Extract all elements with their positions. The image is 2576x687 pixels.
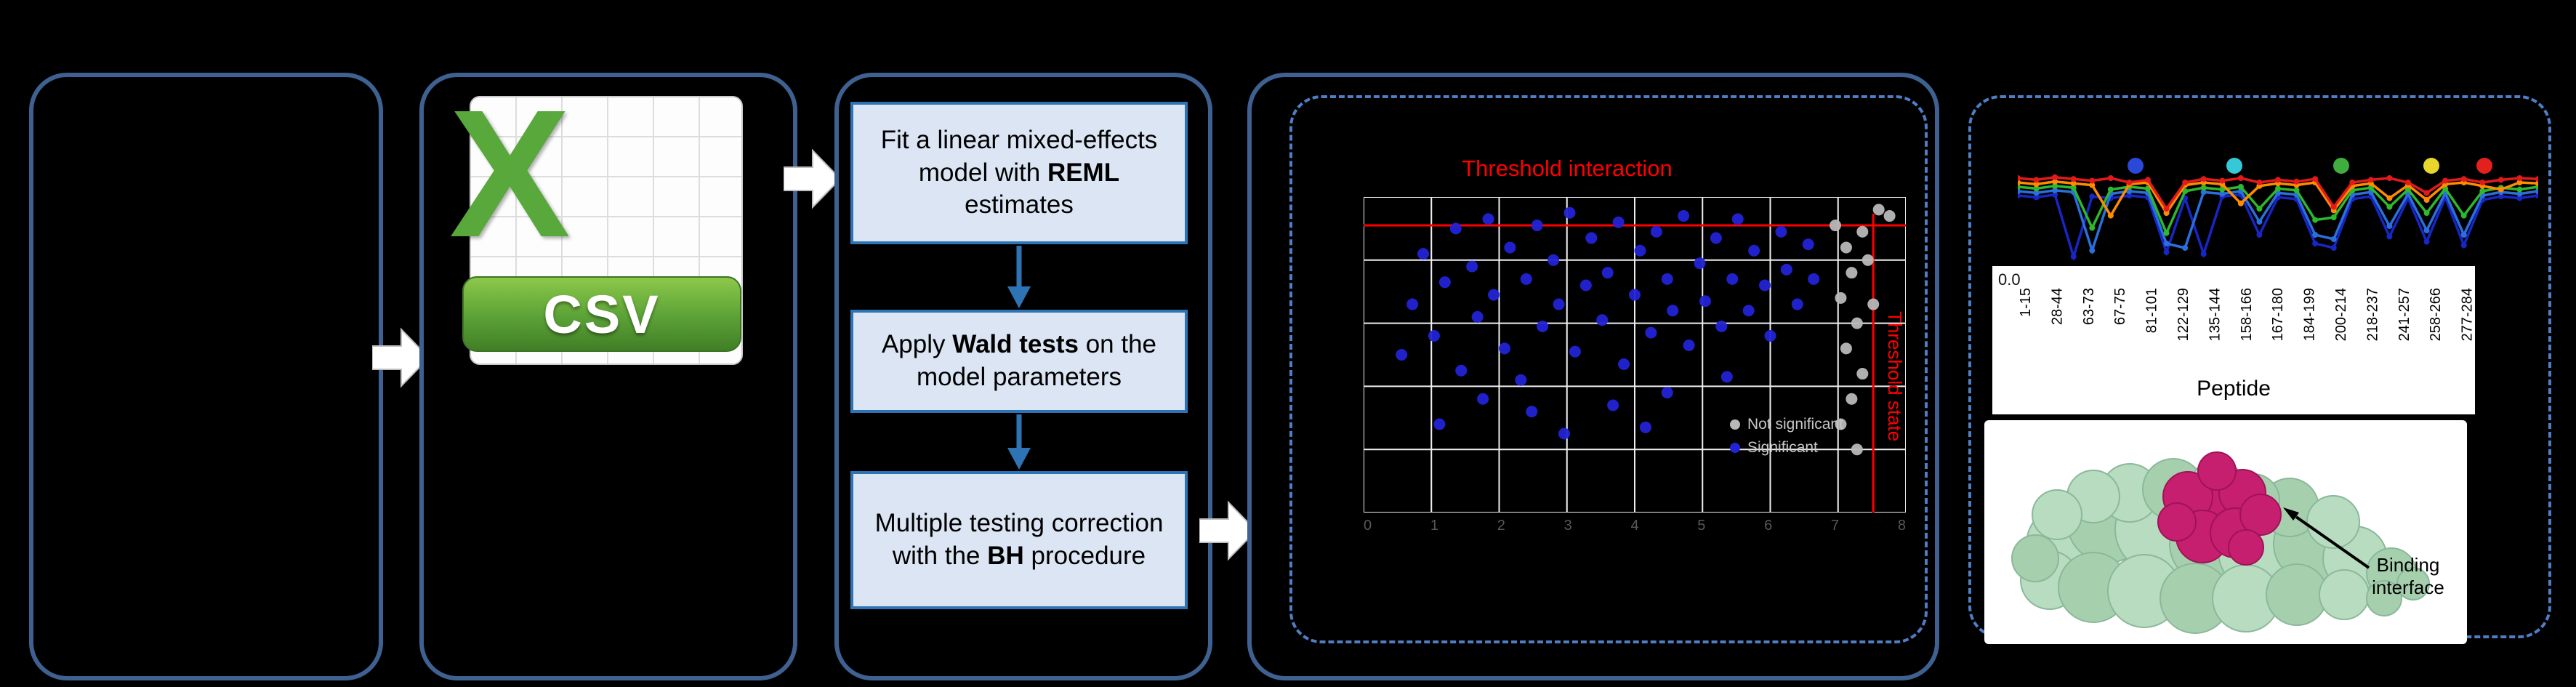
legend-dot-icon bbox=[1730, 419, 1740, 430]
svg-text:1-15: 1-15 bbox=[2018, 288, 2034, 317]
step-box-bh: Multiple testing correction with the BH … bbox=[850, 471, 1188, 609]
panel-scatter-result bbox=[1247, 73, 1939, 680]
down-arrow-icon bbox=[1007, 246, 1031, 308]
svg-text:67-75: 67-75 bbox=[2112, 288, 2128, 325]
step2-pre: Apply bbox=[881, 330, 953, 359]
x-tick: 1 bbox=[1430, 518, 1438, 534]
panel-input bbox=[29, 73, 383, 680]
annotation-line2: interface bbox=[2372, 576, 2444, 598]
volcano-scatter-chart bbox=[1364, 197, 1906, 513]
step2-post: on the model parameters bbox=[916, 330, 1157, 391]
step-text: Fit a linear mixed-effects model with RE… bbox=[864, 124, 1175, 222]
protein-structure-illustration bbox=[2011, 451, 2430, 634]
step1-post: estimates bbox=[965, 190, 1074, 220]
peptide-axis-label: Peptide bbox=[2197, 377, 2271, 401]
svg-text:63-73: 63-73 bbox=[2081, 288, 2097, 325]
scatter-x-ticks: 0 1 2 3 4 5 6 7 8 bbox=[1364, 518, 1906, 534]
x-tick: 8 bbox=[1897, 518, 1906, 534]
legend-row: Significant bbox=[1730, 439, 1843, 457]
svg-text:158-166: 158-166 bbox=[2239, 288, 2255, 341]
x-tick: 3 bbox=[1563, 518, 1572, 534]
legend-label: Not significant bbox=[1747, 416, 1843, 433]
flow-arrow-icon bbox=[372, 327, 429, 388]
step1-bold: REML bbox=[1047, 158, 1120, 187]
svg-text:122-129: 122-129 bbox=[2175, 288, 2191, 341]
x-tick: 7 bbox=[1831, 518, 1840, 534]
legend-label: Significant bbox=[1747, 439, 1818, 456]
step-box-wald: Apply Wald tests on the model parameters bbox=[850, 310, 1188, 413]
down-arrow-icon bbox=[1007, 414, 1031, 470]
flow-arrow-icon bbox=[784, 148, 840, 209]
scatter-title: Threshold interaction bbox=[1462, 156, 1673, 181]
csv-banner-label: CSV bbox=[543, 284, 661, 345]
annotation-line1: Binding bbox=[2376, 554, 2440, 576]
legend-row: Not significant bbox=[1730, 416, 1843, 433]
step-box-reml: Fit a linear mixed-effects model with RE… bbox=[850, 102, 1188, 244]
y-axis-tick: 0.0 bbox=[1998, 270, 2021, 289]
x-tick: 0 bbox=[1364, 518, 1372, 534]
x-tick: 2 bbox=[1497, 518, 1505, 534]
step1-pre: Fit a linear mixed-effects model with bbox=[880, 125, 1158, 187]
x-tick: 5 bbox=[1697, 518, 1706, 534]
binding-interface-annotation: Binding interface bbox=[2346, 554, 2470, 598]
peptide-tick-labels: 1-15 28-44 63-73 67-75 81-101 122-129 135-144 1… bbox=[2018, 288, 2475, 341]
csv-banner: CSV bbox=[462, 276, 741, 352]
scatter-dashed-frame bbox=[1289, 95, 1928, 643]
svg-text:200-214: 200-214 bbox=[2333, 288, 2349, 341]
svg-text:277-284: 277-284 bbox=[2460, 288, 2475, 341]
svg-text:258-266: 258-266 bbox=[2428, 288, 2444, 341]
svg-text:135-144: 135-144 bbox=[2207, 288, 2223, 341]
step-text: Multiple testing correction with the BH … bbox=[875, 507, 1164, 573]
step2-bold: Wald tests bbox=[952, 330, 1079, 359]
step3-bold: BH bbox=[987, 542, 1024, 570]
svg-text:184-199: 184-199 bbox=[2302, 288, 2318, 341]
step-text: Apply Wald tests on the model parameters bbox=[864, 329, 1175, 394]
csv-file-icon: X CSV bbox=[445, 83, 760, 378]
x-tick: 4 bbox=[1630, 518, 1639, 534]
scatter-right-axis-label: Threshold state bbox=[1884, 311, 1906, 442]
peptide-axis-block: 0.0 1-15 28-44 63-73 67-75 81-101 122-129 135-… bbox=[1992, 266, 2475, 414]
step3-post: procedure bbox=[1023, 542, 1146, 570]
svg-text:241-257: 241-257 bbox=[2396, 288, 2412, 341]
protein-image-block: Binding interface bbox=[1984, 420, 2467, 644]
uptake-line-chart bbox=[2018, 158, 2538, 262]
svg-text:167-180: 167-180 bbox=[2270, 288, 2286, 341]
svg-text:218-237: 218-237 bbox=[2364, 288, 2380, 341]
step3-pre: Multiple testing correction with the bbox=[874, 509, 1164, 570]
x-tick: 6 bbox=[1764, 518, 1773, 534]
svg-text:81-101: 81-101 bbox=[2144, 288, 2160, 333]
legend-dot-icon bbox=[1730, 443, 1740, 453]
scatter-legend: Not significant Significant bbox=[1730, 416, 1843, 462]
flow-arrow-icon bbox=[1199, 500, 1256, 561]
svg-text:28-44: 28-44 bbox=[2049, 288, 2065, 325]
excel-x-letter: X bbox=[449, 72, 571, 275]
